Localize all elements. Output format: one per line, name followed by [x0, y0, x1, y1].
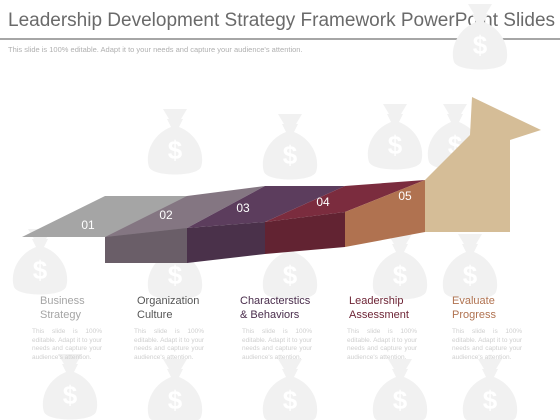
money-bag-icon: $ [372, 359, 428, 420]
step-2-number: 02 [159, 208, 173, 222]
step-5-number: 05 [398, 189, 412, 203]
step-5-label-line2: Progress [452, 309, 497, 321]
money-bag-icon: $ [262, 114, 318, 180]
step-3-label: Characterstics & Behaviors [240, 294, 310, 322]
money-bag-icon: $ [462, 359, 518, 420]
dollar-sign-glyph: $ [463, 260, 478, 290]
step-4-label-line2: Assessment [349, 309, 409, 321]
step-4-label: Leadership Assessment [349, 294, 409, 322]
step-4-ribbon [265, 180, 425, 222]
money-bag-watermarks: $ $ $ $$$ $ $ $ $$ $ $ $ $ [12, 4, 518, 420]
dollar-sign-glyph: $ [168, 135, 183, 165]
dollar-sign-glyph: $ [283, 260, 298, 290]
step-1-description: This slide is 100% editable. Adapt it to… [32, 328, 102, 361]
step-2-fold [105, 228, 187, 263]
step-4-description: This slide is 100% editable. Adapt it to… [347, 328, 417, 361]
step-2-description: This slide is 100% editable. Adapt it to… [134, 328, 204, 361]
money-bag-icon: $ [12, 229, 68, 295]
money-bag-icon: $ [147, 359, 203, 420]
money-bag-icon: $ [372, 234, 428, 300]
step-4-fold [265, 212, 345, 254]
step-3-description: This slide is 100% editable. Adapt it to… [242, 328, 312, 361]
title-divider [0, 38, 560, 40]
dollar-sign-glyph: $ [283, 140, 298, 170]
dollar-sign-glyph: $ [283, 385, 298, 415]
step-2-ribbon [105, 186, 265, 237]
slide-subtitle: This slide is 100% editable. Adapt it to… [8, 45, 303, 54]
money-bag-icon: $ [147, 109, 203, 175]
step-2-label: Organization Culture [137, 294, 199, 322]
step-3-ribbon [187, 186, 345, 228]
dollar-sign-glyph: $ [168, 260, 183, 290]
money-bag-icon: $ [42, 354, 98, 420]
step-1-label-line2: Strategy [40, 309, 81, 321]
dollar-sign-glyph: $ [63, 380, 78, 410]
step-2-label-line2: Culture [137, 309, 173, 321]
step-2-label-line1: Organization [137, 295, 200, 307]
step-3-label-line1: Characterstics [240, 295, 311, 307]
dollar-sign-glyph: $ [473, 30, 488, 60]
dollar-sign-glyph: $ [393, 385, 408, 415]
dollar-sign-glyph: $ [33, 255, 48, 285]
step-3-label-line2: & Behaviors [240, 309, 300, 321]
slide-title: Leadership Development Strategy Framewor… [8, 10, 556, 31]
step-1-number: 01 [81, 218, 95, 232]
step-5-label-line1: Evaluate [452, 295, 495, 307]
dollar-sign-glyph: $ [483, 385, 498, 415]
money-bag-icon: $ [442, 234, 498, 300]
step-1-ribbon [22, 196, 187, 237]
step-5-label: Evaluate Progress [452, 294, 496, 322]
step-3-number: 03 [236, 201, 250, 215]
money-bag-icon: $ [262, 359, 318, 420]
dollar-sign-glyph: $ [388, 130, 403, 160]
step-1-label: Business Strategy [40, 294, 85, 322]
progress-arrow [425, 97, 541, 232]
step-3-fold [187, 222, 265, 263]
dollar-sign-glyph: $ [168, 385, 183, 415]
step-5-ribbon [345, 180, 425, 247]
step-5-description: This slide is 100% editable. Adapt it to… [452, 328, 522, 361]
step-4-number: 04 [316, 195, 330, 209]
money-bag-icon: $ [367, 104, 423, 170]
step-1-label-line1: Business [40, 295, 85, 307]
dollar-sign-glyph: $ [393, 260, 408, 290]
money-bag-icon: $ [452, 4, 508, 70]
step-4-label-line1: Leadership [349, 295, 404, 307]
